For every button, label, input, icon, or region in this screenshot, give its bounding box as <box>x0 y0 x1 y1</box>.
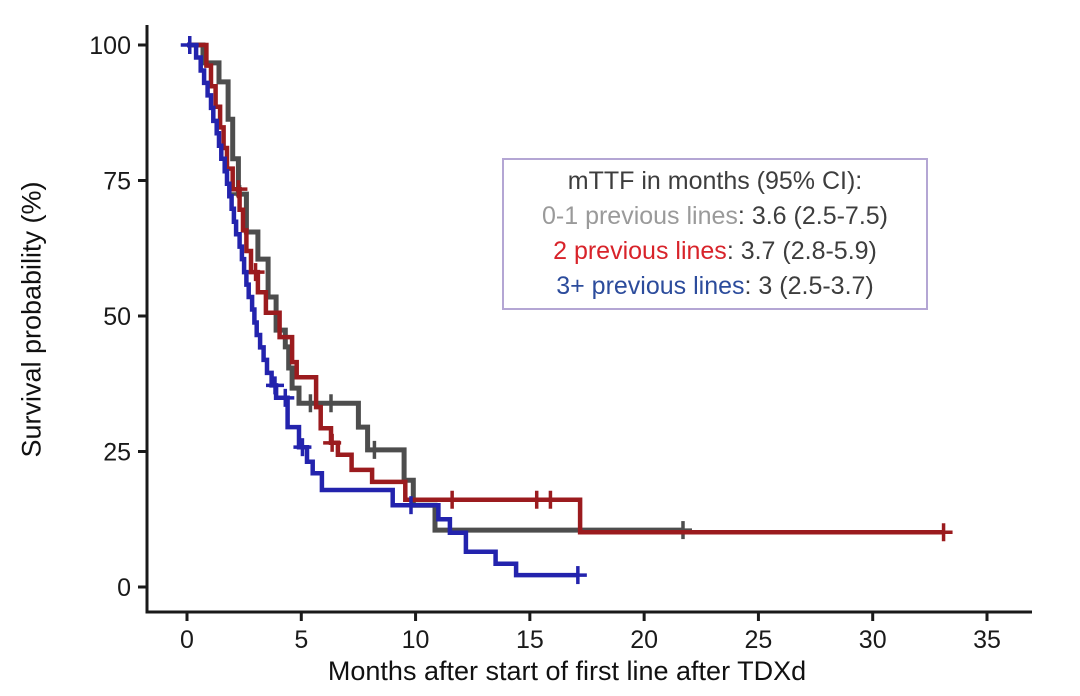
legend-entry-3plus-previous-lines: 3+ previous lines: 3 (2.5-3.7) <box>504 269 926 304</box>
legend-label: 0-1 previous lines <box>541 202 738 230</box>
legend-label: 2 previous lines <box>553 237 727 265</box>
x-tick-label: 5 <box>294 626 308 654</box>
x-tick-label: 30 <box>859 626 887 654</box>
legend-box: mTTF in months (95% CI): 0-1 previous li… <box>502 158 928 310</box>
x-axis-title: Months after start of first line after T… <box>327 656 807 686</box>
legend-entry-2-previous-lines: 2 previous lines: 3.7 (2.8-5.9) <box>504 234 926 269</box>
y-tick-label: 25 <box>103 439 131 467</box>
y-axis-title: Survival probability (%) <box>16 181 47 458</box>
legend-title: mTTF in months (95% CI): <box>567 167 863 195</box>
legend-value: : 3 (2.5-3.7) <box>744 272 874 300</box>
x-tick-label: 35 <box>973 626 1001 654</box>
legend-entry-0-1-previous-lines: 0-1 previous lines: 3.6 (2.5-7.5) <box>504 199 926 234</box>
x-tick-label: 15 <box>516 626 544 654</box>
survival-curve-2 <box>187 42 578 578</box>
legend-label: 3+ previous lines <box>556 272 745 300</box>
legend-value: : 3.7 (2.8-5.9) <box>726 237 877 265</box>
x-tick-label: 10 <box>402 626 430 654</box>
x-tick-label: 20 <box>630 626 658 654</box>
legend-value: : 3.6 (2.5-7.5) <box>737 202 888 230</box>
survival-curve-1 <box>187 42 944 535</box>
survival-curve-group-1 <box>187 42 953 542</box>
y-tick-label: 100 <box>89 32 131 60</box>
y-tick-label: 50 <box>103 303 131 331</box>
axis-lines <box>145 25 1032 614</box>
y-tick-label: 0 <box>117 574 131 602</box>
survival-curve-group-2 <box>180 36 587 585</box>
x-tick-label: 0 <box>180 626 194 654</box>
y-tick-label: 75 <box>103 168 131 196</box>
x-tick-label: 25 <box>745 626 773 654</box>
